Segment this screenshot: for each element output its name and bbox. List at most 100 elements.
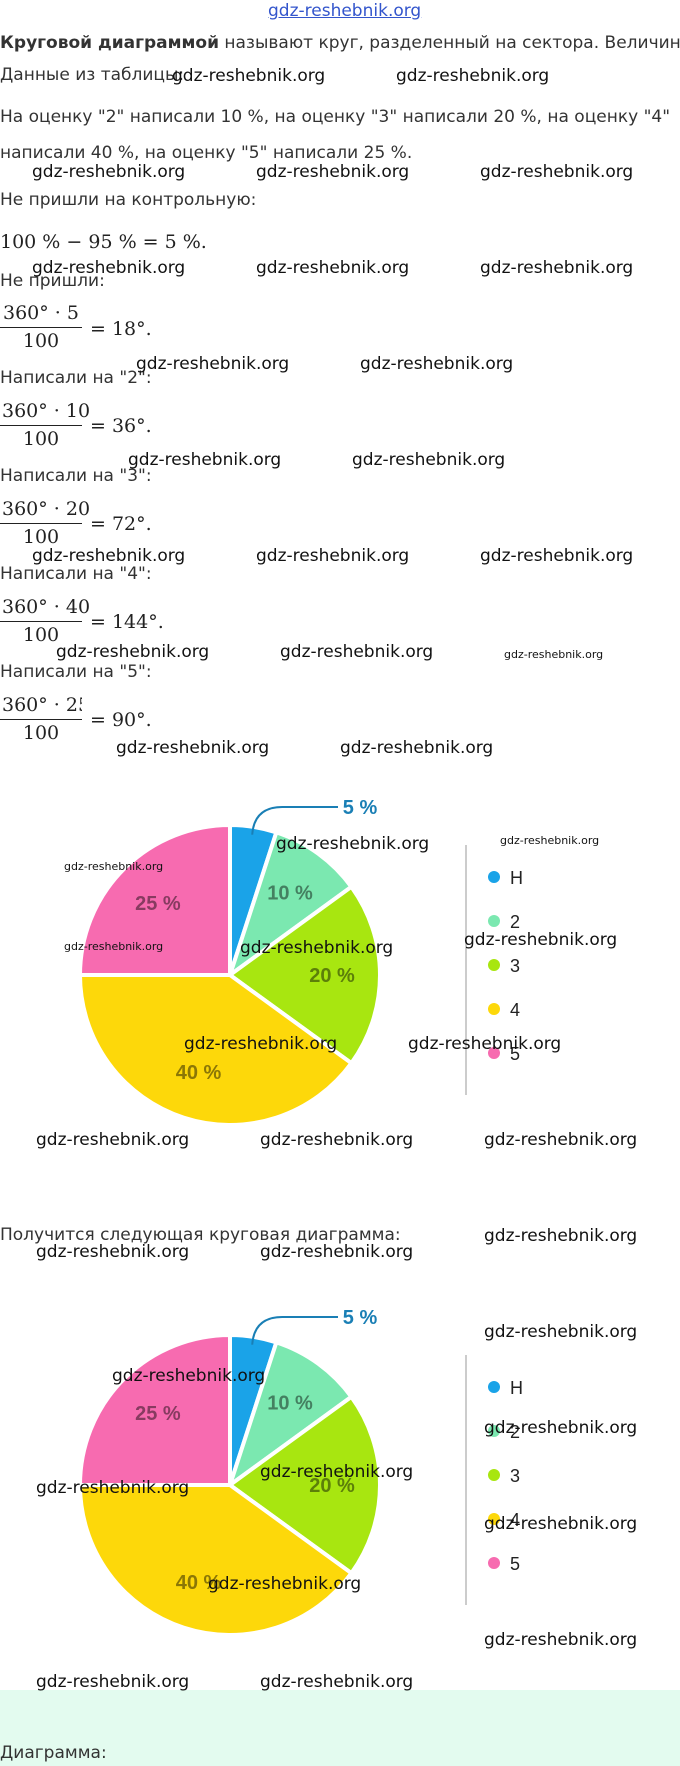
pie-chart-2: 5 % 10 % 20 % 40 % 25 % Н 2 3 4 5: [78, 1307, 523, 1637]
fraction-denominator: 100: [22, 526, 60, 548]
slice-label-Н: 5 %: [343, 1307, 378, 1329]
legend-label-5: 5: [510, 1554, 520, 1574]
site-link[interactable]: gdz-reshebnik.org: [268, 1, 422, 21]
legend-label-Н: Н: [510, 1378, 523, 1398]
watermark: gdz-reshebnik.org: [484, 1130, 638, 1150]
watermark: gdz-reshebnik.org: [36, 1478, 190, 1498]
pie-slice-5: [78, 823, 232, 977]
watermark: gdz-reshebnik.org: [128, 450, 282, 470]
watermark: gdz-reshebnik.org: [260, 1462, 414, 1482]
pie-chart-1: 5 % 10 % 20 % 40 % 25 % Н 2 3 4 5: [78, 797, 523, 1127]
legend-dot-5: [488, 1047, 500, 1059]
watermark: gdz-reshebnik.org: [484, 1514, 638, 1534]
watermark: gdz-reshebnik.org: [408, 1034, 562, 1054]
legend-dot-2: [488, 915, 500, 927]
watermark: gdz-reshebnik.org: [260, 1242, 414, 1262]
answer-panel: Диаграмма:: [0, 1690, 680, 1766]
watermark: gdz-reshebnik.org: [256, 546, 410, 566]
watermark: gdz-reshebnik.org: [172, 66, 326, 86]
watermark: gdz-reshebnik.org: [184, 1034, 338, 1054]
calc-fraction-3: 360° · 20 100: [0, 498, 90, 548]
legend-label-5: 5: [510, 1044, 520, 1064]
calc-result-2: = 36°.: [90, 415, 152, 437]
slice-label-2: 10 %: [267, 883, 313, 905]
watermark: gdz-reshebnik.org: [352, 450, 506, 470]
legend-label-3: 3: [510, 1466, 520, 1486]
watermark: gdz-reshebnik.org: [240, 938, 394, 958]
absent-calc: 100 % − 95 % = 5 %.: [0, 231, 207, 253]
slice-label-2: 10 %: [267, 1393, 313, 1415]
watermark: gdz-reshebnik.org: [464, 930, 618, 950]
watermark: gdz-reshebnik.org: [116, 738, 270, 758]
intro-text: Круговой диаграммой называют круг, разде…: [0, 32, 680, 54]
calc-label-2: Написали на "2":: [0, 368, 152, 388]
watermark: gdz-reshebnik.org: [256, 162, 410, 182]
watermark: gdz-reshebnik.org: [36, 1130, 190, 1150]
legend-dot-4: [488, 1003, 500, 1015]
watermark: gdz-reshebnik.org: [260, 1130, 414, 1150]
legend-dot-5: [488, 1557, 500, 1569]
watermark: gdz-reshebnik.org: [32, 546, 186, 566]
watermark: gdz-reshebnik.org: [500, 834, 600, 847]
watermark: gdz-reshebnik.org: [484, 1226, 638, 1246]
legend-label-2: 2: [510, 912, 520, 932]
watermark: gdz-reshebnik.org: [360, 354, 514, 374]
slice-label-5: 25 %: [135, 1403, 181, 1425]
watermark: gdz-reshebnik.org: [480, 162, 634, 182]
slice-label-Н: 5 %: [343, 797, 378, 819]
grades-line-2: написали 40 %, на оценку "5" написали 25…: [0, 143, 413, 163]
watermark: gdz-reshebnik.org: [32, 162, 186, 182]
grades-line-1: На оценку "2" написали 10 %, на оценку "…: [0, 107, 671, 127]
watermark: gdz-reshebnik.org: [32, 258, 186, 278]
slice-label-4: 40 %: [176, 1062, 222, 1084]
watermark: gdz-reshebnik.org: [480, 546, 634, 566]
slice-label-3: 20 %: [309, 1475, 355, 1497]
fraction-denominator: 100: [22, 330, 60, 352]
leader-line: [251, 806, 338, 835]
fraction-denominator: 100: [22, 428, 60, 450]
calc-label-4: Написали на "4":: [0, 564, 152, 584]
calc-fraction-absent: 360° · 5 100: [0, 302, 82, 352]
watermark: gdz-reshebnik.org: [484, 1322, 638, 1342]
calc-result-4: = 144°.: [90, 611, 164, 633]
calc-fraction-2: 360° · 10 100: [0, 400, 90, 450]
watermark: gdz-reshebnik.org: [208, 1574, 362, 1594]
watermark: gdz-reshebnik.org: [136, 354, 290, 374]
fraction-denominator: 100: [22, 624, 60, 646]
fraction-numerator: 360° · 10: [0, 400, 90, 426]
legend-dot-3: [488, 959, 500, 971]
legend-dot-3: [488, 1469, 500, 1481]
watermark: gdz-reshebnik.org: [484, 1630, 638, 1650]
watermark: gdz-reshebnik.org: [64, 940, 164, 953]
watermark: gdz-reshebnik.org: [36, 1242, 190, 1262]
watermark: gdz-reshebnik.org: [280, 642, 434, 662]
slice-label-5: 25 %: [135, 893, 181, 915]
calc-label-3: Написали на "3":: [0, 466, 152, 486]
legend-label-Н: Н: [510, 868, 523, 888]
footer-label: Диаграмма:: [0, 1743, 107, 1763]
fraction-numerator: 360° · 5: [0, 302, 82, 328]
watermark: gdz-reshebnik.org: [340, 738, 494, 758]
slice-label-4: 40 %: [176, 1572, 222, 1594]
calc-label-absent: Не пришли:: [0, 271, 105, 291]
pie-slice-4: [78, 1483, 354, 1637]
watermark: gdz-reshebnik.org: [484, 1418, 638, 1438]
watermark: gdz-reshebnik.org: [260, 1672, 414, 1692]
pie-slice-3: [228, 884, 382, 1066]
pie-slice-5: [78, 1333, 232, 1487]
legend-dot-2: [488, 1425, 500, 1437]
result-label: Получится следующая круговая диаграмма:: [0, 1225, 401, 1245]
watermark: gdz-reshebnik.org: [36, 1672, 190, 1692]
pie-slice-3: [228, 1394, 382, 1576]
pie-slice-2: [228, 830, 354, 977]
watermark: gdz-reshebnik.org: [64, 860, 164, 873]
watermark: gdz-reshebnik.org: [480, 258, 634, 278]
intro-rest: называют круг, разделенный на сектора. В…: [219, 33, 680, 53]
pie-slice-4: [78, 973, 354, 1127]
watermark: gdz-reshebnik.org: [396, 66, 550, 86]
watermark: gdz-reshebnik.org: [56, 642, 210, 662]
legend-dot-Н: [488, 1381, 500, 1393]
calc-label-5: Написали на "5":: [0, 662, 152, 682]
legend-label-4: 4: [510, 1000, 520, 1020]
calc-result-3: = 72°.: [90, 513, 152, 535]
